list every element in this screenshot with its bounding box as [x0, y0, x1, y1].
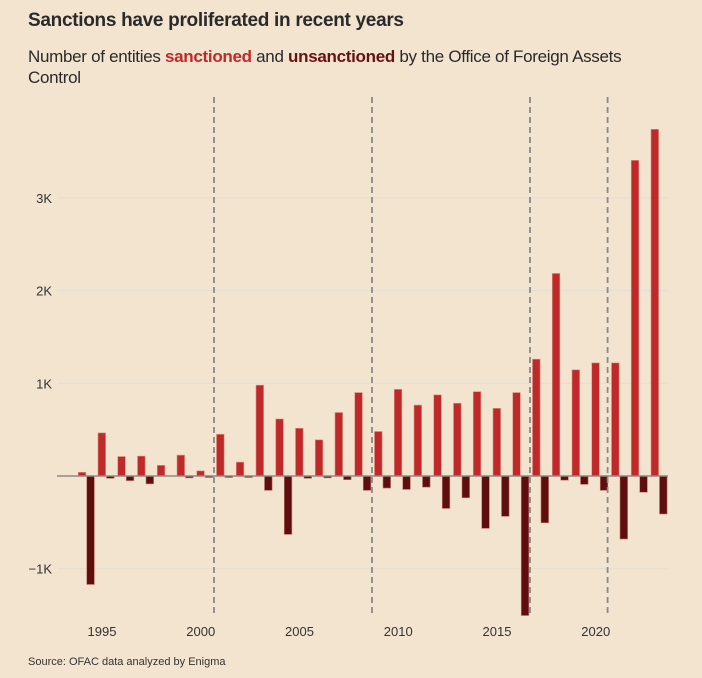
x-axis-ticks: 1995 2000 2005 2010 2015 2020 [88, 624, 611, 639]
y-axis-ticks: 3K 2K 1K −1K [29, 191, 53, 577]
bar-sanctioned-1996 [117, 456, 126, 477]
legend-sanctioned: sanctioned [164, 47, 252, 66]
y-tick-label: 2K [36, 284, 52, 299]
bar-sanctioned-2002 [235, 461, 245, 477]
subtitle-suffix: by the Office of Foreign Assets Control [28, 47, 622, 87]
bar-sanctioned-2012 [433, 394, 442, 477]
y-tick-label: −1K [29, 562, 53, 577]
bar-unsanctioned-2023 [659, 475, 668, 515]
bar-unsanctioned-2010 [402, 475, 411, 490]
bar-sanctioned-1998 [156, 465, 166, 477]
x-tick-label: 2015 [483, 624, 512, 639]
bar-unsanctioned-2019 [580, 475, 589, 485]
subtitle-prefix: Number of entities [28, 47, 165, 66]
bar-sanctioned-2001 [216, 433, 225, 477]
source-note: Source: OFAC data analyzed by Enigma [28, 656, 226, 668]
bar-sanctioned-2016 [512, 392, 521, 477]
bar-unsanctioned-2015 [501, 475, 510, 517]
bar-sanctioned-2018 [551, 273, 561, 477]
x-tick-label: 2010 [384, 624, 413, 639]
x-tick-label: 1995 [88, 624, 117, 639]
bar-sanctioned-1999 [176, 454, 185, 477]
bar-sanctioned-2020 [591, 362, 600, 477]
bar-unsanctioned-2022 [639, 475, 648, 493]
bar-unsanctioned-2021 [619, 475, 628, 540]
subtitle-middle: and [251, 47, 289, 66]
bar-sanctioned-2022 [630, 160, 640, 477]
x-tick-label: 2000 [186, 624, 215, 639]
bars [77, 129, 668, 616]
bar-unsanctioned-1997 [145, 475, 154, 485]
bar-sanctioned-2021 [611, 362, 620, 477]
bar-unsanctioned-2016 [520, 475, 530, 616]
bar-unsanctioned-2017 [540, 475, 549, 524]
bar-sanctioned-2015 [492, 408, 501, 477]
bar-sanctioned-2019 [571, 369, 580, 477]
bar-sanctioned-1997 [137, 455, 146, 477]
bar-unsanctioned-2013 [461, 475, 470, 499]
bar-unsanctioned-1994 [86, 475, 95, 585]
bar-sanctioned-2013 [453, 402, 462, 477]
bar-unsanctioned-2008 [362, 475, 372, 491]
bar-unsanctioned-2014 [481, 475, 490, 529]
bar-sanctioned-2014 [472, 391, 482, 477]
bar-sanctioned-2006 [314, 439, 324, 477]
x-tick-label: 2020 [581, 624, 610, 639]
bar-unsanctioned-2003 [264, 475, 273, 491]
y-tick-label: 3K [36, 191, 52, 206]
bar-sanctioned-2005 [295, 427, 304, 477]
bar-unsanctioned-2004 [283, 475, 293, 535]
bar-unsanctioned-2009 [382, 475, 391, 489]
bar-sanctioned-2017 [532, 358, 541, 477]
divider-lines [213, 97, 609, 616]
bar-sanctioned-2003 [255, 384, 264, 477]
bar-sanctioned-2007 [334, 412, 343, 477]
bar-sanctioned-2009 [374, 431, 383, 477]
bar-sanctioned-1995 [97, 432, 106, 477]
y-tick-label: 1K [36, 376, 52, 391]
bar-sanctioned-2004 [275, 418, 284, 477]
bar-sanctioned-2010 [393, 389, 403, 477]
bar-unsanctioned-2012 [441, 475, 451, 509]
chart-title: Sanctions have proliferated in recent ye… [28, 10, 404, 31]
legend-unsanctioned: unsanctioned [288, 47, 395, 66]
bar-unsanctioned-2011 [422, 475, 431, 488]
x-tick-label: 2005 [285, 624, 314, 639]
bar-sanctioned-2008 [354, 392, 363, 477]
gridlines [58, 197, 668, 570]
bar-sanctioned-2023 [650, 129, 659, 477]
bar-sanctioned-2011 [413, 404, 422, 477]
chart-subtitle: Number of entities sanctioned and unsanc… [28, 46, 668, 88]
